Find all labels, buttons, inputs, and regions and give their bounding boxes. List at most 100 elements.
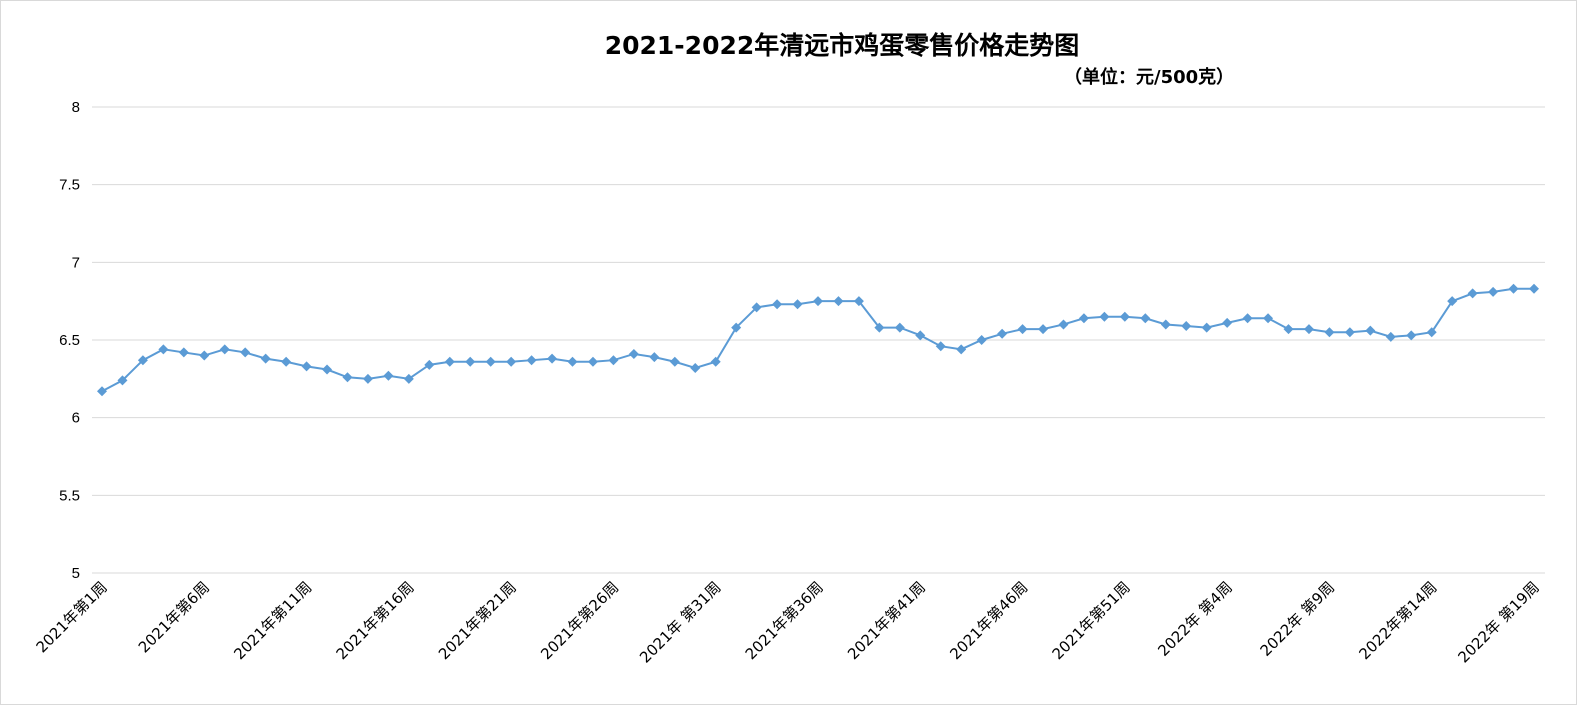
data-point [1263, 313, 1274, 324]
data-point [1078, 313, 1089, 324]
data-point [1488, 286, 1499, 297]
y-tick-label: 8 [72, 99, 80, 116]
x-tick-label: 2021年第51周 [1049, 578, 1134, 663]
x-tick-label: 2021年第11周 [230, 578, 315, 663]
data-point [1038, 324, 1049, 335]
data-point [383, 370, 394, 381]
gridlines [92, 106, 1545, 574]
data-point [1201, 322, 1212, 333]
data-point [117, 375, 128, 386]
data-point [915, 330, 926, 341]
data-point [1447, 296, 1458, 307]
data-point [731, 322, 742, 333]
x-tick-label: 2021年第41周 [844, 578, 929, 663]
x-tick-label: 2021年第46周 [946, 578, 1031, 663]
data-point [403, 373, 414, 384]
data-point [792, 299, 803, 310]
data-point [690, 362, 701, 373]
data-point [853, 296, 864, 307]
x-tick-label: 2021年 第31周 [636, 578, 724, 666]
data-point [1406, 330, 1417, 341]
data-point [813, 296, 823, 307]
data-point [1099, 311, 1110, 322]
data-point [751, 302, 762, 313]
data-point [1365, 325, 1376, 336]
data-point [1058, 319, 1069, 330]
data-point [1303, 324, 1314, 335]
data-point [1181, 321, 1192, 332]
data-point [1283, 324, 1294, 335]
data-point [178, 347, 189, 358]
x-tick-label: 2021年第36周 [742, 578, 827, 663]
data-point [301, 361, 312, 372]
data-point [1508, 283, 1519, 294]
x-tick-label: 2022年第14周 [1356, 578, 1441, 663]
y-tick-label: 5 [72, 565, 80, 582]
chart-subtitle: （单位：元/500克） [1064, 67, 1235, 88]
data-point [710, 356, 721, 367]
data-point [1242, 313, 1253, 324]
data-point [444, 356, 455, 367]
x-axis: 2021年第1周 2021年第6周 2021年第11周 2021年第16周 2021年第… [33, 578, 1543, 666]
y-tick-label: 6 [72, 410, 80, 427]
data-point [772, 299, 783, 310]
y-tick-label: 6.5 [59, 332, 80, 349]
plot-area [97, 283, 1539, 397]
data-point [649, 352, 660, 363]
data-point [1222, 317, 1233, 328]
x-tick-label: 2022年 第19周 [1454, 578, 1542, 666]
x-tick-label: 2022年 第4周 [1154, 578, 1236, 660]
data-point [935, 341, 946, 352]
data-point [547, 353, 558, 364]
data-point [608, 355, 619, 366]
data-point [1324, 327, 1335, 338]
data-point [587, 356, 598, 367]
data-point [199, 350, 210, 361]
data-point [1160, 319, 1171, 330]
data-point [362, 373, 373, 384]
x-tick-label: 2021年第6周 [135, 578, 213, 656]
data-point [669, 356, 680, 367]
data-point [1426, 327, 1437, 338]
data-point [424, 359, 435, 370]
data-point [506, 356, 517, 367]
data-point [833, 296, 844, 307]
y-tick-label: 7.5 [59, 177, 80, 194]
y-axis: 5 5.5 6 6.5 7 7.5 8 [59, 99, 80, 582]
x-tick-label: 2022年 第9周 [1257, 578, 1339, 660]
data-point [260, 353, 271, 364]
data-point [567, 356, 578, 367]
data-point [281, 356, 292, 367]
data-point [894, 322, 905, 333]
data-point [1467, 288, 1478, 299]
data-point [1119, 311, 1130, 322]
data-point [97, 386, 107, 397]
x-tick-label: 2021年第26周 [537, 578, 622, 663]
data-point [158, 344, 169, 355]
data-point [219, 344, 230, 355]
data-point [526, 355, 537, 366]
data-point [485, 356, 496, 367]
data-point [997, 328, 1008, 339]
y-tick-label: 5.5 [59, 487, 80, 504]
data-point [976, 335, 987, 345]
data-point [342, 372, 353, 383]
data-point [1385, 331, 1396, 342]
x-tick-label: 2021年第16周 [333, 578, 418, 663]
data-point [874, 322, 885, 333]
chart-title: 2021-2022年清远市鸡蛋零售价格走势图 [604, 31, 1080, 60]
data-point [1529, 283, 1539, 294]
data-point [628, 348, 639, 359]
data-point [465, 356, 476, 367]
data-point [1140, 313, 1151, 324]
y-tick-label: 7 [72, 254, 80, 271]
x-tick-label: 2021年第21周 [435, 578, 520, 663]
data-point [1344, 327, 1355, 338]
x-tick-label: 2021年第1周 [33, 578, 111, 656]
data-point [137, 355, 148, 366]
data-point [240, 347, 251, 358]
data-point [322, 364, 333, 375]
data-point [1017, 324, 1028, 335]
